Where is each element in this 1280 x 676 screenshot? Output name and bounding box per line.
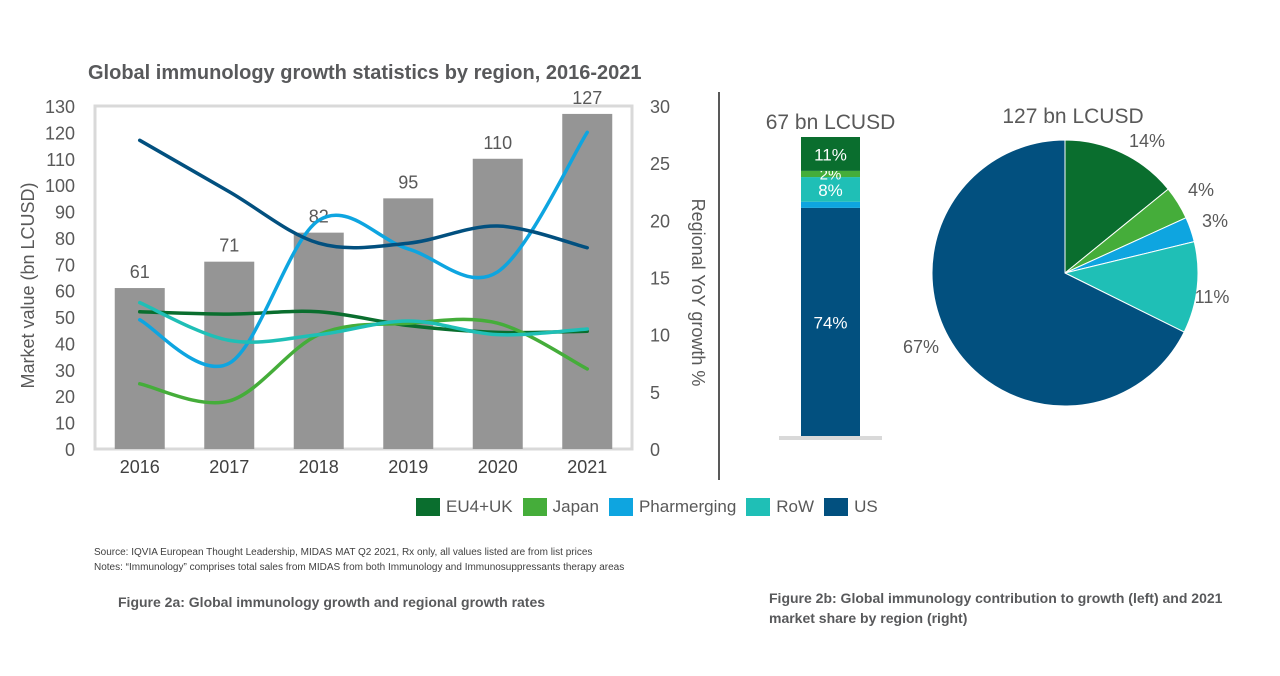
segment-eu4-uk [801,137,860,171]
legend-swatch-pharmerging [608,498,633,516]
bar-2016 [114,288,165,449]
x-tick-label: 2017 [209,457,249,477]
plot-frame [93,104,634,451]
x-tick-label: 2018 [299,457,339,477]
bar-data-label: 110 [483,133,512,153]
legend-label-eu4uk: EU4+UK [446,497,513,516]
y2-tick-label: 15 [650,269,670,289]
y-tick-label: 0 [65,440,75,460]
pie-slice-row [1063,241,1199,333]
legend-label-pharmerging: Pharmerging [638,497,737,516]
segment-label-eu4-uk: 11% [814,145,847,164]
pie-label-row: 11% [1195,287,1230,307]
bar-2018 [293,232,344,449]
y2-tick-label: 20 [650,211,670,231]
y2-axis-label: Regional YoY growth % [688,199,708,387]
growth-combo-chart: 0102030405060708090100110120130051015202… [18,88,708,477]
segment-row [801,177,860,202]
legend-swatch-us [824,498,849,516]
legend-label-us: US [854,497,878,516]
pie-slice-eu4-uk [1064,139,1169,275]
y2-tick-label: 10 [650,326,670,346]
bar-2020 [472,158,523,449]
pie-label-pharmerging: 3% [1202,211,1228,231]
y2-tick-label: 5 [650,383,660,403]
figure-2b-caption: Figure 2b: Global immunology contributio… [769,590,1223,626]
y-tick-label: 60 [55,282,75,302]
y2-tick-label: 25 [650,154,670,174]
y-tick-label: 30 [55,361,75,381]
line-row [138,300,589,344]
line-us [138,138,589,250]
chart-title: Global immunology growth statistics by r… [88,62,642,84]
legend-label-japan: Japan [552,497,599,516]
legend-item-eu4uk: EU4+UK [416,497,513,517]
segment-label-row: 8% [818,181,843,200]
segment-label-us: 74% [813,313,847,332]
chart-legend: EU4+UK Japan Pharmerging RoW US [416,497,888,517]
line-japan [138,317,589,405]
bar-2021 [562,113,613,450]
y-tick-label: 40 [55,334,75,354]
bar-data-label: 127 [572,88,602,108]
legend-item-us: US [824,497,878,517]
x-tick-label: 2020 [478,457,518,477]
bar-data-label: 61 [130,262,150,282]
bar-2017 [204,261,255,449]
source-notes: Source: IQVIA European Thought Leadershi… [94,545,624,575]
segment-pharmerging [801,201,860,208]
pie-label-us: 67% [903,337,939,357]
y-tick-label: 130 [45,97,75,117]
bar-data-label: 71 [219,236,239,256]
source-text: Source: IQVIA European Thought Leadershi… [94,547,593,558]
x-tick-label: 2016 [120,457,160,477]
y-tick-label: 90 [55,203,75,223]
bar-data-label: 82 [309,207,329,227]
legend-label-row: RoW [776,497,815,516]
legend-swatch-eu4uk [416,498,440,516]
segment-japan [801,170,860,178]
y-axis-label: Market value (bn LCUSD) [18,182,38,388]
y-tick-label: 70 [55,255,75,275]
line-pharmerging [138,130,589,368]
x-tick-label: 2021 [567,457,607,477]
line-eu4-uk [138,309,589,335]
y-tick-label: 50 [55,308,75,328]
bar-data-label: 95 [398,172,418,192]
figure-divider [718,92,720,480]
pie-label-japan: 4% [1188,180,1214,200]
y-tick-label: 80 [55,229,75,249]
figure-2a-caption: Figure 2a: Global immunology growth and … [118,594,546,610]
legend-item-pharmerging: Pharmerging [608,497,737,517]
pie-label-eu4-uk: 14% [1129,131,1165,151]
stacked-bar-title: 67 bn LCUSD [766,111,896,134]
notes-text: Notes: “Immunology” comprises total sale… [94,562,625,573]
y2-tick-label: 0 [650,440,660,460]
y-tick-label: 10 [55,414,75,434]
y-tick-label: 120 [45,123,75,143]
y2-tick-label: 30 [650,97,670,117]
legend-item-row: RoW [746,497,814,517]
pie-slice-us [931,139,1185,407]
y-tick-label: 20 [55,387,75,407]
segment-us [801,207,860,436]
legend-swatch-japan [522,498,547,516]
pie-title: 127 bn LCUSD [1002,105,1143,128]
y-tick-label: 110 [46,150,75,170]
x-tick-label: 2019 [388,457,428,477]
legend-item-japan: Japan [522,497,599,517]
legend-swatch-row [746,498,771,516]
y-tick-label: 100 [45,176,75,196]
